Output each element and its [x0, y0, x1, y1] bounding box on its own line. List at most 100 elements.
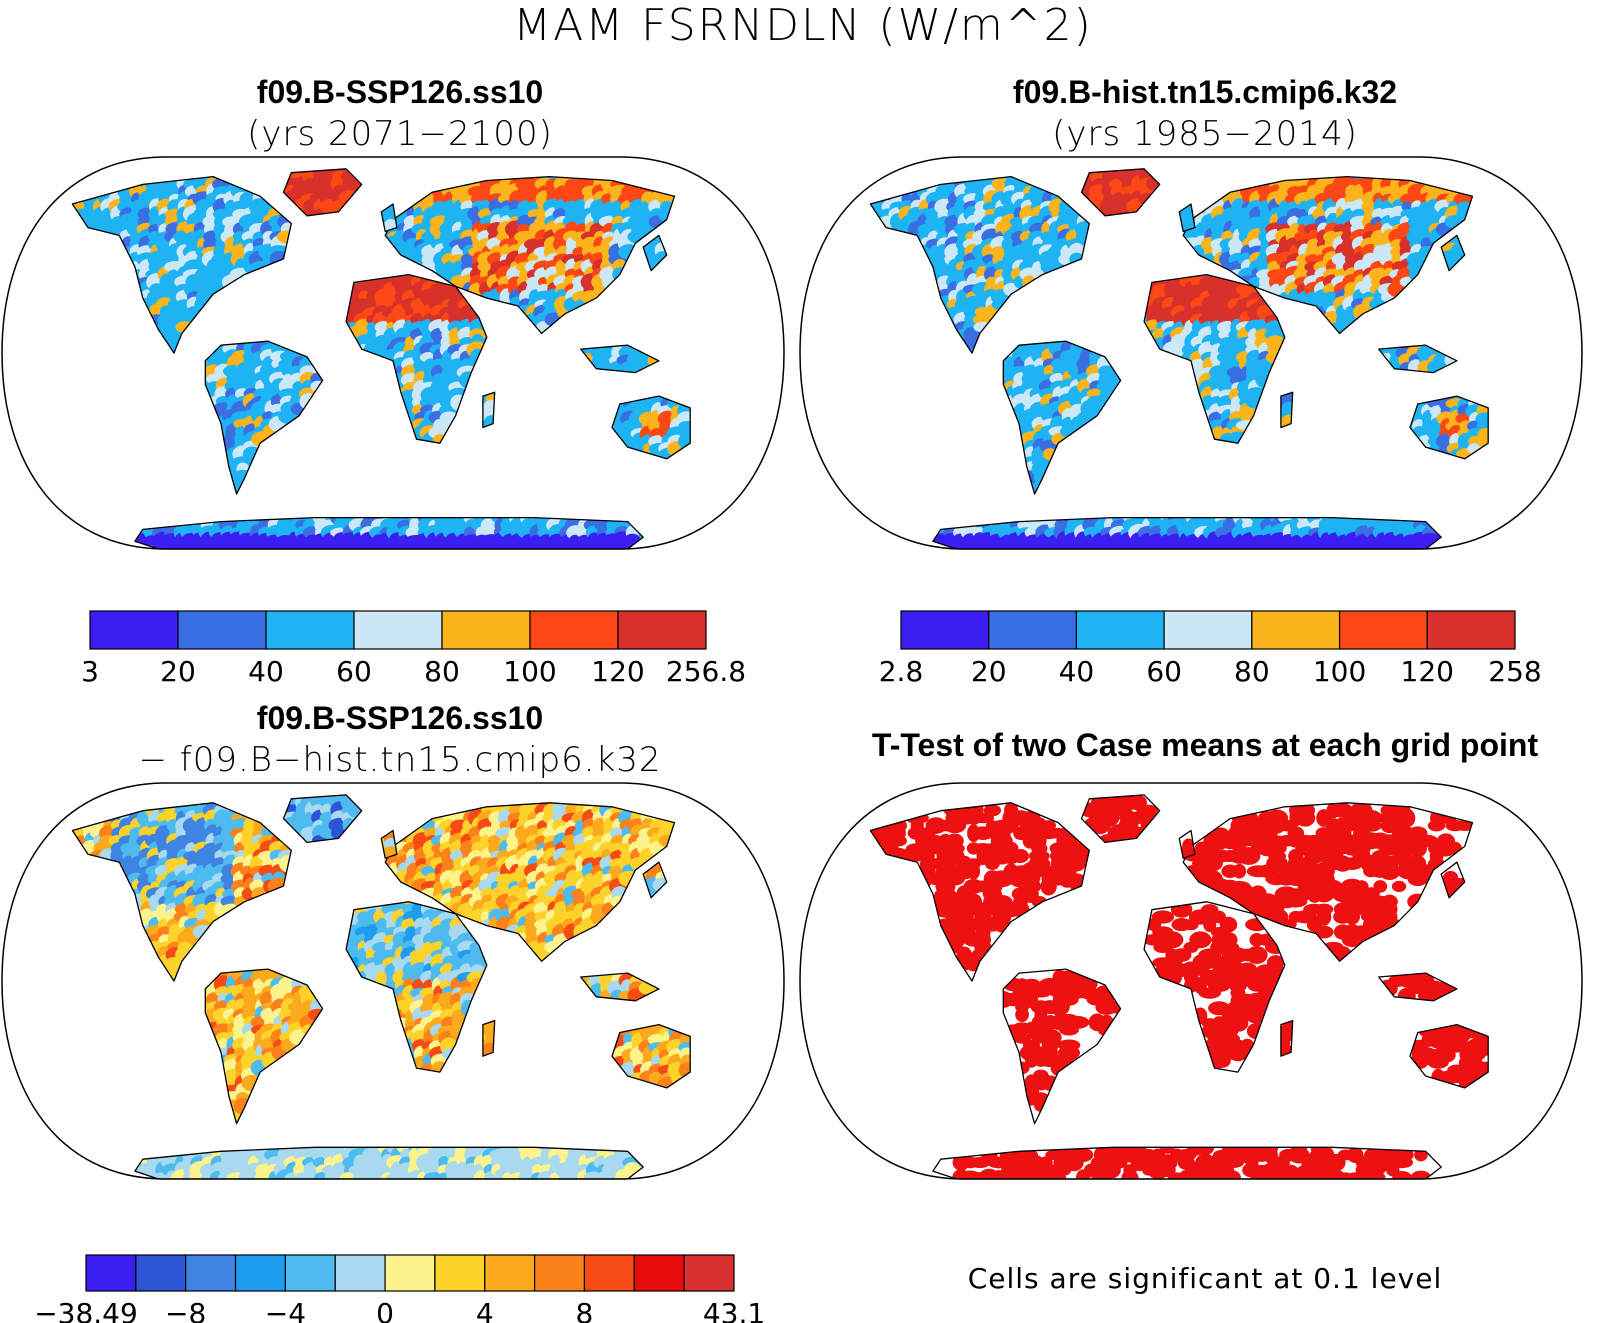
land-australia	[1409, 1023, 1489, 1089]
colorbar-swatch	[334, 1254, 386, 1292]
colorbar-tick-label: −38.49	[34, 1297, 138, 1323]
colorbar-swatch	[185, 1254, 237, 1292]
colorbar-swatch	[534, 1254, 586, 1292]
figure-title: MAM FSRNDLN (W/m^2)	[513, 0, 1093, 51]
colorbar-swatch	[177, 610, 267, 650]
land-antarctica	[134, 1146, 644, 1179]
land-australia	[611, 395, 691, 460]
colorbar-tick-label: 0	[376, 1297, 394, 1323]
colorbar-swatch	[988, 610, 1078, 650]
land-antarctica	[134, 516, 644, 549]
land-africa	[1143, 901, 1286, 1073]
colorbar-tick-label: 20	[971, 655, 1007, 688]
map-border	[1, 782, 785, 1180]
colorbar-tick-label: 120	[591, 655, 644, 688]
colorbar-difference: −38.49 −8 −4 0 4 8 43.1	[34, 1254, 765, 1323]
land-africa	[1143, 273, 1286, 444]
panel-historical-title: f09.B-hist.tn15.cmip6.k32	[1012, 74, 1398, 110]
colorbar-swatch	[89, 610, 179, 650]
land-antarctica	[932, 516, 1442, 549]
colorbar-swatch	[1251, 610, 1341, 650]
land-southAmerica	[204, 968, 324, 1125]
colorbar-swatch	[1075, 610, 1165, 650]
colorbar-tick-label: 60	[1146, 655, 1182, 688]
panel-difference-subtitle: − f09.B−hist.tn15.cmip6.k32	[138, 740, 662, 780]
land-northAmerica	[869, 802, 1090, 982]
colorbar-tick-label: 20	[160, 655, 196, 688]
panel-historical-subtitle: (yrs 1985−2014)	[1052, 114, 1358, 154]
colorbar-tick-label: 80	[424, 655, 460, 688]
colorbar-swatch	[529, 610, 619, 650]
map-future	[1, 156, 785, 550]
colorbar-tick-label: 60	[336, 655, 372, 688]
map-historical	[799, 156, 1583, 550]
colorbar-swatch	[583, 1254, 635, 1292]
colorbar-historical: 2.8 20 40 60 80 100 120 258	[879, 610, 1542, 688]
colorbar-swatch	[617, 610, 707, 650]
colorbar-tick-label: 8	[576, 1297, 594, 1323]
colorbar-swatch	[353, 610, 443, 650]
panel-ttest-title: T-Test of two Case means at each grid po…	[871, 727, 1539, 763]
map-border	[1, 156, 785, 550]
colorbar-swatch	[441, 610, 531, 650]
colorbar-swatch	[484, 1254, 536, 1292]
land-antarctica	[932, 1146, 1442, 1179]
colorbar-tick-label: 40	[1059, 655, 1095, 688]
land-madagascar	[1280, 1019, 1294, 1057]
land-northAmerica	[71, 175, 292, 354]
land-europeAsia	[384, 802, 676, 962]
colorbar-swatch	[900, 610, 990, 650]
land-greenland	[1080, 794, 1161, 844]
colorbar-swatch	[384, 1254, 436, 1292]
land-europeAsia	[384, 175, 676, 335]
land-japan	[1440, 861, 1466, 899]
colorbar-swatch	[1163, 610, 1253, 650]
colorbar-tick-label: 100	[1313, 655, 1366, 688]
map-ttest	[799, 782, 1583, 1180]
land-madagascar	[482, 391, 496, 429]
land-southAmerica	[204, 340, 324, 495]
colorbar-tick-label: 43.1	[703, 1297, 765, 1323]
land-greenland	[1080, 168, 1161, 217]
colorbar-swatch	[85, 1254, 137, 1292]
land-japan	[642, 861, 668, 899]
map-difference	[1, 782, 785, 1180]
colorbar-tick-label: 258	[1488, 655, 1541, 688]
panel-future-title: f09.B-SSP126.ss10	[256, 74, 544, 110]
land-indonesia	[580, 344, 660, 374]
panel-ttest-footnote: Cells are significant at 0.1 level	[967, 1262, 1443, 1295]
colorbar-tick-label: 4	[476, 1297, 494, 1323]
colorbar-tick-label: 2.8	[879, 655, 924, 688]
land-africa	[345, 901, 488, 1073]
map-border	[799, 156, 1583, 550]
colorbar-swatch	[1426, 610, 1516, 650]
land-madagascar	[1280, 391, 1294, 429]
colorbar-tick-label: 40	[248, 655, 284, 688]
colorbar-tick-label: −8	[165, 1297, 206, 1323]
colorbar-tick-label: 100	[503, 655, 556, 688]
land-uk	[1178, 829, 1196, 859]
land-southAmerica	[1002, 968, 1122, 1125]
map-border	[799, 782, 1583, 1180]
colorbar-tick-label: 256.8	[666, 655, 746, 688]
colorbar-tick-label: 80	[1234, 655, 1270, 688]
colorbar-swatch	[434, 1254, 486, 1292]
colorbar-swatch	[683, 1254, 735, 1292]
colorbar-swatch	[265, 610, 355, 650]
colorbar-tick-label: 3	[81, 655, 99, 688]
colorbar-tick-label: −4	[265, 1297, 306, 1323]
colorbar-tick-label: 120	[1401, 655, 1454, 688]
colorbar-swatch	[234, 1254, 286, 1292]
colorbar-swatch	[284, 1254, 336, 1292]
land-australia	[1409, 395, 1489, 460]
panel-future-subtitle: (yrs 2071−2100)	[247, 114, 553, 154]
colorbar-future: 3 20 40 60 80 100 120 256.8	[81, 610, 746, 688]
colorbar-swatch	[633, 1254, 685, 1292]
land-uk	[380, 203, 398, 233]
colorbar-swatch	[135, 1254, 187, 1292]
land-northAmerica	[869, 175, 1090, 354]
land-madagascar	[482, 1019, 496, 1057]
colorbar-swatch	[1338, 610, 1428, 650]
land-greenland	[282, 794, 363, 844]
